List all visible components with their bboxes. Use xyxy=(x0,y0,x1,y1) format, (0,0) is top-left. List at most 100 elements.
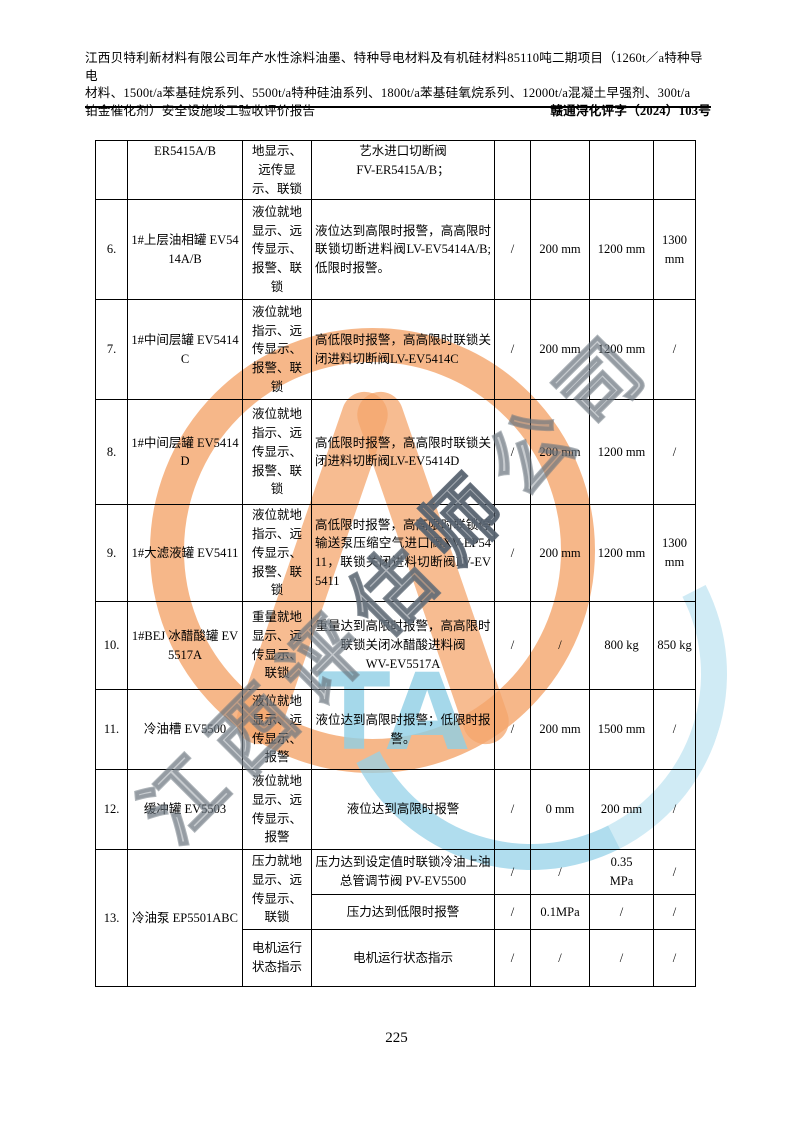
cell-monitor-type: 液位就地显示、远传显示、报警、联锁 xyxy=(242,199,312,301)
cell-v2: 200 mm xyxy=(530,299,590,401)
cell-description: 液位达到高限时报警；低限时报警。 xyxy=(311,689,495,770)
cell-equipment: 1#中间层罐 EV5414D xyxy=(127,399,243,506)
cell-v3: 1200 mm xyxy=(589,199,654,301)
cell-v2: 0 mm xyxy=(530,769,590,850)
cell-monitor-type: 压力就地显示、远传显示、联锁 xyxy=(242,849,312,930)
cell-description: 艺水进口切断阀 FV-ER5415A/B； xyxy=(311,139,495,201)
header-line-1: 江西贝特利新材料有限公司年产水性涂料油墨、特种导电材料及有机硅材料85110吨二… xyxy=(85,51,703,83)
cell-v3: 1500 mm xyxy=(589,689,654,770)
table-row: 10. 1#BEJ 冰醋酸罐 EV5517A 重量就地显示、远传显示、联锁 重量… xyxy=(95,601,696,690)
cell-v3: / xyxy=(589,929,654,987)
cell-v3: 200 mm xyxy=(589,769,654,850)
table-row: 电机运行状态指示 电机运行状态指示 / / / / xyxy=(96,929,696,987)
cell-description: 高低限时报警，高高限时联锁停输送泵压缩空气进口阀XV-EP5411，联锁关闭进料… xyxy=(311,504,495,602)
cell-v1: / xyxy=(494,849,531,895)
cell-v4: / xyxy=(653,769,696,850)
table-row: 11. 冷油槽 EV5500 液位就地显示、远传显示、报警 液位达到高限时报警；… xyxy=(95,689,696,770)
cell-description: 压力达到低限时报警 xyxy=(311,894,495,930)
table-row: 13. 冷油泵 EP5501ABC 压力就地显示、远传显示、联锁 压力达到设定值… xyxy=(95,849,696,987)
cell-description: 液位达到高限时报警 xyxy=(311,769,495,850)
table-row: 压力达到低限时报警 / 0.1MPa / / xyxy=(96,894,696,930)
cell-v4: / xyxy=(653,689,696,770)
cell-monitor-type: 液位就地显示、远传显示、报警 xyxy=(242,769,312,850)
cell-v1: / xyxy=(494,894,531,930)
cell-v4 xyxy=(653,139,696,201)
cell-v3: 1200 mm xyxy=(589,504,654,602)
cell-v2: 0.1MPa xyxy=(530,894,590,930)
header-line-2: 材料、1500t/a苯基硅烷系列、5500t/a特种硅油系列、1800t/a苯基… xyxy=(85,86,691,100)
cell-v4: 850 kg xyxy=(653,601,696,690)
page-header: 江西贝特利新材料有限公司年产水性涂料油墨、特种导电材料及有机硅材料85110吨二… xyxy=(85,50,711,120)
cell-v2: 200 mm xyxy=(530,689,590,770)
cell-v2 xyxy=(530,139,590,201)
cell-no xyxy=(95,139,128,201)
cell-v1: / xyxy=(494,199,531,301)
cell-v1: / xyxy=(494,601,531,690)
cell-v4: / xyxy=(653,849,696,895)
cell-v3: 1200 mm xyxy=(589,399,654,506)
table-row: 9. 1#大滤液罐 EV5411 液位就地指示、远传显示、报警、联锁 高低限时报… xyxy=(95,504,696,602)
cell-v2: 200 mm xyxy=(530,199,590,301)
cell-v3 xyxy=(589,139,654,201)
cell-monitor-type: 液位就地显示、远传显示、报警 xyxy=(242,689,312,770)
cell-v1: / xyxy=(494,504,531,602)
table-row: ER5415A/B 地显示、远传显示、联锁 艺水进口切断阀 FV-ER5415A… xyxy=(95,139,696,201)
cell-monitor-type: 重量就地显示、远传显示、联锁 xyxy=(242,601,312,690)
cell-equipment: 冷油泵 EP5501ABC xyxy=(127,849,243,987)
cell-monitor-type: 地显示、远传显示、联锁 xyxy=(242,139,312,201)
cell-no: 8. xyxy=(95,399,128,506)
cell-v1 xyxy=(494,139,531,201)
cell-no: 7. xyxy=(95,299,128,401)
cell-v4: / xyxy=(653,929,696,987)
cell-equipment: 冷油槽 EV5500 xyxy=(127,689,243,770)
table-row: 6. 1#上层油相罐 EV5414A/B 液位就地显示、远传显示、报警、联锁 液… xyxy=(95,199,696,301)
cell-no: 10. xyxy=(95,601,128,690)
cell-equipment: 1#大滤液罐 EV5411 xyxy=(127,504,243,602)
header-divider xyxy=(85,106,711,108)
cell-no: 11. xyxy=(95,689,128,770)
cell-v2: / xyxy=(530,601,590,690)
cell-equipment: 1#BEJ 冰醋酸罐 EV5517A xyxy=(127,601,243,690)
cell-v1: / xyxy=(494,299,531,401)
cell-monitor-type: 液位就地指示、远传显示、报警、联锁 xyxy=(242,299,312,401)
cell-description: 电机运行状态指示 xyxy=(311,929,495,987)
cell-v2: 200 mm xyxy=(530,399,590,506)
cell-no: 9. xyxy=(95,504,128,602)
cell-v2: 200 mm xyxy=(530,504,590,602)
cell-v1: / xyxy=(494,769,531,850)
cell-description: 压力达到设定值时联锁冷油上油总管调节阀 PV-EV5500 xyxy=(311,849,495,895)
cell-v1: / xyxy=(494,689,531,770)
cell-v4: / xyxy=(653,894,696,930)
cell-monitor-type: 电机运行状态指示 xyxy=(242,929,312,987)
cell-v3: 800 kg xyxy=(589,601,654,690)
table-row: 12. 缓冲罐 EV5503 液位就地显示、远传显示、报警 液位达到高限时报警 … xyxy=(95,769,696,850)
cell-monitor-type: 液位就地指示、远传显示、报警、联锁 xyxy=(242,504,312,602)
cell-v2: / xyxy=(530,929,590,987)
cell-description: 高低限时报警，高高限时联锁关闭进料切断阀LV-EV5414C xyxy=(311,299,495,401)
cell-v4: / xyxy=(653,299,696,401)
equipment-table: ER5415A/B 地显示、远传显示、联锁 艺水进口切断阀 FV-ER5415A… xyxy=(95,139,696,987)
page-number: 225 xyxy=(385,1030,408,1046)
table-row: 8. 1#中间层罐 EV5414D 液位就地指示、远传显示、报警、联锁 高低限时… xyxy=(95,399,696,506)
cell-v3: / xyxy=(589,894,654,930)
cell-description: 高低限时报警，高高限时联锁关闭进料切断阀LV-EV5414D xyxy=(311,399,495,506)
cell-no: 12. xyxy=(95,769,128,850)
cell-equipment: 缓冲罐 EV5503 xyxy=(127,769,243,850)
cell-v1: / xyxy=(494,929,531,987)
cell-equipment: 1#中间层罐 EV5414C xyxy=(127,299,243,401)
cell-v3: 1200 mm xyxy=(589,299,654,401)
cell-v4: 1300 mm xyxy=(653,199,696,301)
cell-no: 13. xyxy=(95,849,128,987)
table-row: 7. 1#中间层罐 EV5414C 液位就地指示、远传显示、报警、联锁 高低限时… xyxy=(95,299,696,401)
cell-description: 重量达到高限时报警，高高限时联锁关闭冰醋酸进料阀 WV-EV5517A xyxy=(311,601,495,690)
cell-no: 6. xyxy=(95,199,128,301)
cell-v1: / xyxy=(494,399,531,506)
cell-v2: / xyxy=(530,849,590,895)
cell-v4: / xyxy=(653,399,696,506)
cell-description: 液位达到高限时报警，高高限时联锁切断进料阀LV-EV5414A/B;低限时报警。 xyxy=(311,199,495,301)
cell-v3: 0.35 MPa xyxy=(589,849,654,895)
cell-equipment: ER5415A/B xyxy=(127,139,243,201)
cell-v4: 1300 mm xyxy=(653,504,696,602)
cell-equipment: 1#上层油相罐 EV5414A/B xyxy=(127,199,243,301)
